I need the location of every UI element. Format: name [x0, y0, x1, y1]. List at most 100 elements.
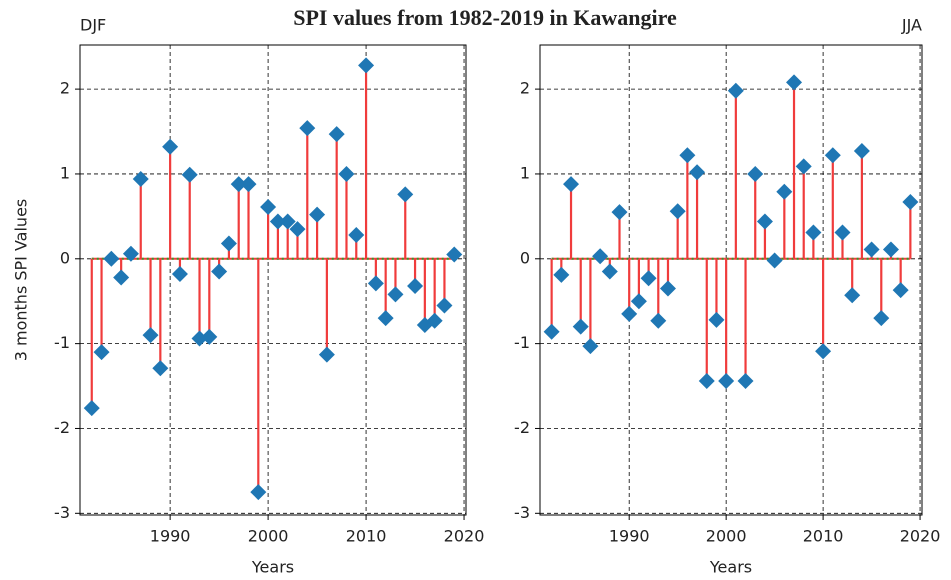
marker	[766, 252, 783, 269]
marker	[834, 224, 851, 241]
marker	[640, 270, 657, 287]
marker	[737, 372, 754, 389]
y-tick-label: -2	[54, 418, 70, 437]
marker	[269, 213, 286, 230]
marker	[328, 126, 345, 143]
marker	[367, 275, 384, 292]
marker	[776, 183, 793, 200]
x-tick-label: 2020	[900, 527, 941, 546]
marker	[902, 193, 919, 210]
marker	[553, 266, 570, 283]
y-tick-label: 2	[60, 79, 70, 98]
marker	[563, 176, 580, 193]
marker	[756, 213, 773, 230]
marker	[397, 186, 414, 203]
marker	[805, 224, 822, 241]
marker	[220, 235, 237, 252]
x-axis-label: Years	[251, 558, 294, 577]
marker	[689, 164, 706, 181]
marker	[630, 293, 647, 310]
marker	[211, 263, 228, 280]
marker	[582, 338, 599, 355]
marker	[436, 297, 453, 314]
marker	[659, 280, 676, 297]
marker	[83, 400, 100, 417]
marker	[181, 166, 198, 183]
y-tick-label: -1	[54, 333, 70, 352]
marker	[669, 203, 686, 220]
plot-frame	[539, 44, 923, 516]
y-tick-label: -3	[54, 503, 70, 522]
marker	[572, 318, 589, 335]
marker	[191, 330, 208, 347]
x-axis-label: Years	[709, 558, 752, 577]
y-tick-label: -2	[514, 418, 530, 437]
y-tick-label: 1	[520, 163, 530, 182]
marker	[152, 360, 169, 377]
marker	[611, 204, 628, 221]
marker	[142, 327, 159, 344]
marker	[718, 372, 735, 389]
marker	[679, 147, 696, 164]
x-tick-label: 2000	[706, 527, 747, 546]
marker	[747, 165, 764, 182]
panel-title: JJA	[901, 16, 922, 35]
marker	[260, 199, 277, 216]
x-tick-label: 2020	[444, 527, 485, 546]
marker	[727, 82, 744, 99]
marker	[844, 287, 861, 304]
marker	[650, 312, 667, 329]
marker	[873, 310, 890, 327]
y-tick-label: 1	[60, 163, 70, 182]
marker	[387, 286, 404, 303]
panel-title: DJF	[80, 16, 106, 35]
marker	[853, 143, 870, 160]
x-tick-label: 1990	[150, 527, 191, 546]
x-tick-label: 2010	[346, 527, 387, 546]
y-tick-label: 0	[60, 248, 70, 267]
marker	[93, 344, 110, 361]
marker	[377, 310, 394, 327]
marker	[279, 213, 296, 230]
y-axis-label: 3 months SPI Values	[12, 199, 31, 362]
marker	[407, 277, 424, 294]
marker	[230, 176, 247, 193]
marker	[289, 221, 306, 238]
x-tick-label: 2010	[803, 527, 844, 546]
x-tick-label: 1990	[609, 527, 650, 546]
marker	[299, 120, 316, 137]
marker	[250, 484, 267, 501]
marker	[348, 227, 365, 244]
marker	[132, 171, 149, 188]
marker	[122, 245, 139, 262]
marker	[698, 372, 715, 389]
marker	[708, 311, 725, 328]
marker	[201, 328, 218, 345]
marker	[338, 165, 355, 182]
plot-frame	[79, 44, 467, 516]
y-tick-label: 0	[520, 248, 530, 267]
y-tick-label: -1	[514, 333, 530, 352]
x-tick-label: 2000	[248, 527, 289, 546]
marker	[592, 248, 609, 265]
marker	[824, 147, 841, 164]
marker	[162, 138, 179, 155]
marker	[543, 323, 560, 340]
marker	[446, 246, 463, 263]
marker	[882, 241, 899, 258]
marker	[892, 282, 909, 299]
marker	[426, 312, 443, 329]
marker	[240, 176, 257, 193]
marker	[171, 266, 188, 283]
marker	[601, 263, 618, 280]
chart-title: SPI values from 1982-2019 in Kawangire	[293, 5, 677, 30]
marker	[815, 343, 832, 360]
marker	[103, 250, 120, 267]
marker	[113, 269, 130, 286]
marker	[358, 57, 375, 74]
marker	[621, 305, 638, 322]
marker	[309, 206, 326, 223]
marker	[863, 241, 880, 258]
